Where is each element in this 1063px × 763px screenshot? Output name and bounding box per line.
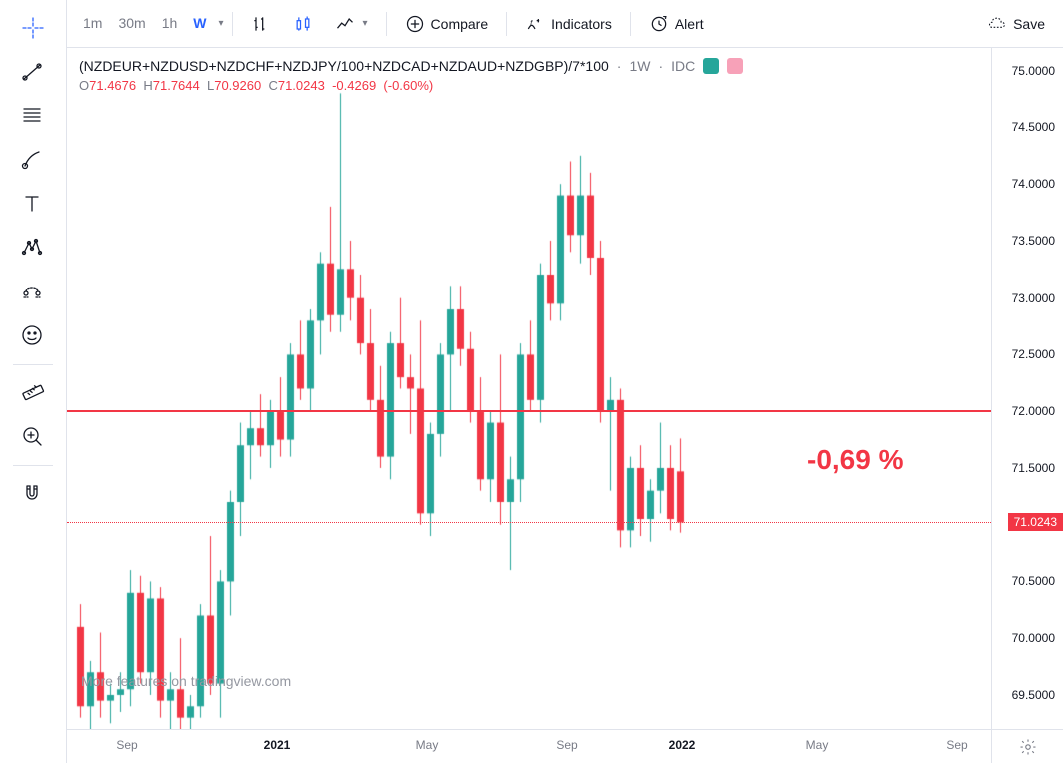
ohlc-chg: -0.4269 <box>332 78 376 93</box>
price-tick: 74.0000 <box>1012 177 1055 191</box>
separator <box>630 12 631 36</box>
axis-settings-button[interactable] <box>991 729 1063 763</box>
symbol-header: (NZDEUR+NZDUSD+NZDCHF+NZDJPY/100+NZDCAD+… <box>79 58 743 93</box>
current-price-line <box>67 522 991 523</box>
separator <box>506 12 507 36</box>
zoom-icon[interactable] <box>13 417 53 457</box>
alert-button[interactable]: Alert <box>639 8 714 40</box>
brush-icon[interactable] <box>13 140 53 180</box>
forecast-icon[interactable] <box>13 272 53 312</box>
time-tick: 2022 <box>669 738 696 752</box>
compare-label: Compare <box>431 16 489 32</box>
candles-style-button[interactable] <box>283 8 323 40</box>
pattern-icon[interactable] <box>13 228 53 268</box>
price-tick: 75.0000 <box>1012 64 1055 78</box>
candlestick-chart[interactable] <box>67 48 991 729</box>
status-badge-green <box>703 58 719 74</box>
separator <box>13 465 53 466</box>
alert-label: Alert <box>675 16 704 32</box>
magnet-icon[interactable] <box>13 474 53 514</box>
svg-text:ƒ: ƒ <box>529 17 533 26</box>
time-tick: May <box>806 738 829 752</box>
separator <box>386 12 387 36</box>
timeframe-dropdown-icon[interactable]: ▾ <box>218 18 223 29</box>
price-tick: 72.5000 <box>1012 347 1055 361</box>
emoji-icon[interactable] <box>13 316 53 356</box>
ohlc-h: 71.7644 <box>153 78 200 93</box>
ohlc-c-label: C <box>268 78 277 93</box>
price-tick: 70.5000 <box>1012 574 1055 588</box>
left-drawing-toolbar <box>0 0 67 763</box>
symbol-interval: 1W <box>629 58 650 74</box>
timeframe-1h[interactable]: 1h <box>154 9 186 37</box>
horizontal-line[interactable] <box>67 410 991 412</box>
indicators-button[interactable]: ƒ Indicators <box>515 8 622 40</box>
indicators-label: Indicators <box>551 16 612 32</box>
symbol-exchange: IDC <box>671 58 695 74</box>
price-tick: 71.5000 <box>1012 461 1055 475</box>
timeframe-W[interactable]: W <box>185 9 214 37</box>
ohlc-l: 70.9260 <box>214 78 261 93</box>
price-tick: 69.5000 <box>1012 688 1055 702</box>
ruler-icon[interactable] <box>13 373 53 413</box>
time-axis[interactable]: Sep 2021 May Sep 2022 May Sep <box>67 729 991 763</box>
ohlc-line: O71.4676 H71.7644 L70.9260 C71.0243 -0.4… <box>79 78 743 93</box>
trendline-icon[interactable] <box>13 52 53 92</box>
symbol-title[interactable]: (NZDEUR+NZDUSD+NZDCHF+NZDJPY/100+NZDCAD+… <box>79 58 609 74</box>
watermark-text: More features on tradingview.com <box>81 673 291 689</box>
line-style-button[interactable]: ▾ <box>325 8 378 40</box>
ohlc-chg-pct: (-0.60%) <box>383 78 433 93</box>
time-tick: Sep <box>116 738 137 752</box>
price-tick: 74.5000 <box>1012 120 1055 134</box>
bars-style-button[interactable] <box>241 8 281 40</box>
status-badge-pink <box>727 58 743 74</box>
current-price-label: 71.0243 <box>1008 513 1063 531</box>
text-icon[interactable] <box>13 184 53 224</box>
change-annotation: -0,69 % <box>807 444 904 476</box>
compare-button[interactable]: Compare <box>395 8 499 40</box>
price-tick: 70.0000 <box>1012 631 1055 645</box>
ohlc-o-label: O <box>79 78 89 93</box>
ohlc-h-label: H <box>143 78 152 93</box>
separator <box>232 12 233 36</box>
separator <box>13 364 53 365</box>
price-tick: 73.0000 <box>1012 291 1055 305</box>
timeframe-30m[interactable]: 30m <box>110 9 153 37</box>
save-button[interactable]: Save <box>977 8 1055 40</box>
time-tick: Sep <box>946 738 967 752</box>
time-tick: 2021 <box>264 738 291 752</box>
time-tick: May <box>416 738 439 752</box>
chart-canvas-wrap[interactable]: -0,69 % More features on tradingview.com <box>67 48 991 729</box>
crosshair-icon[interactable] <box>13 8 53 48</box>
timeframe-1m[interactable]: 1m <box>75 9 110 37</box>
ohlc-o: 71.4676 <box>89 78 136 93</box>
price-axis[interactable]: 69.5000 70.0000 70.5000 71.0243 71.5000 72.00… <box>991 48 1063 729</box>
chart-area: (NZDEUR+NZDUSD+NZDCHF+NZDJPY/100+NZDCAD+… <box>67 48 1063 763</box>
top-toolbar: 1m30m1hW ▾ ▾ Compare ƒ Indicators Alert … <box>67 0 1063 48</box>
time-tick: Sep <box>556 738 577 752</box>
save-label: Save <box>1013 16 1045 32</box>
ohlc-c: 71.0243 <box>278 78 325 93</box>
price-tick: 72.0000 <box>1012 404 1055 418</box>
fib-icon[interactable] <box>13 96 53 136</box>
price-tick: 73.5000 <box>1012 234 1055 248</box>
